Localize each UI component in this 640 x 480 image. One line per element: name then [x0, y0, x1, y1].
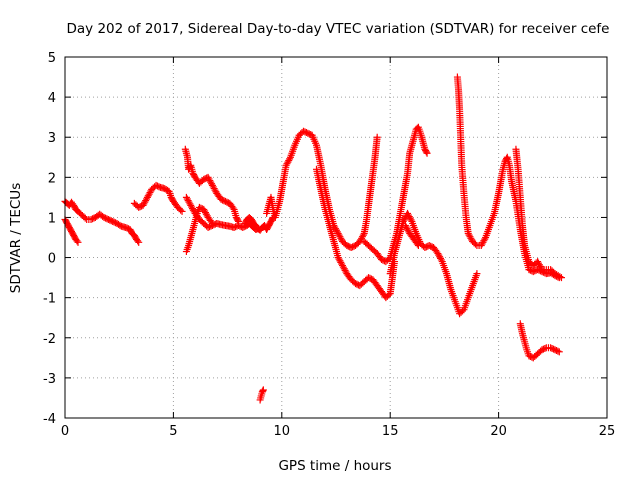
- y-tick-label: -2: [43, 332, 56, 347]
- data-point: [422, 148, 430, 156]
- series-arc-6: [182, 193, 277, 234]
- data-point: [414, 242, 422, 250]
- series-arc-7: [241, 213, 260, 229]
- series-arc-14: [453, 73, 563, 282]
- y-tick-label: -1: [43, 292, 56, 307]
- y-tick-label: 0: [48, 252, 56, 267]
- series-arc-12: [386, 209, 481, 318]
- series-arc-1: [61, 197, 143, 246]
- data-point: [437, 256, 445, 264]
- series-arc-15: [512, 145, 565, 282]
- data-point: [556, 273, 564, 281]
- plot-frame: [64, 56, 608, 419]
- data-point: [74, 238, 82, 246]
- y-tick-label: 5: [48, 51, 56, 66]
- y-tick-label: 2: [48, 171, 56, 186]
- y-axis-label: SDTVAR / TECUs: [8, 183, 24, 293]
- data-point: [178, 207, 186, 215]
- x-tick-label: 15: [382, 424, 399, 439]
- data-point: [471, 240, 479, 248]
- data-point: [229, 204, 237, 212]
- x-tick-label: 0: [61, 424, 69, 439]
- data-point: [537, 264, 545, 272]
- grid: [65, 57, 607, 418]
- data-point: [557, 274, 565, 282]
- data-points: [61, 73, 565, 404]
- data-point: [81, 214, 89, 222]
- data-point: [554, 347, 562, 355]
- data-point: [251, 220, 259, 228]
- data-point: [541, 344, 549, 352]
- y-tick-label: 4: [48, 91, 56, 106]
- series-arc-3: [130, 181, 186, 215]
- axis-tick-labels: 0 5 10 15 20 25 -4 -3 -2 -1 0 1 2 3 4 5: [43, 51, 615, 439]
- series-arc-4: [181, 145, 242, 225]
- series-arc-11: [360, 123, 431, 266]
- series-arc-16: [516, 320, 563, 362]
- series-arc-10: [312, 165, 399, 302]
- data-point: [259, 386, 267, 394]
- data-point: [73, 237, 81, 245]
- series-arc-2: [61, 215, 82, 246]
- data-point: [177, 206, 185, 214]
- data-point: [385, 291, 393, 299]
- x-tick-label: 20: [490, 424, 507, 439]
- data-point: [481, 235, 489, 243]
- y-tick-label: -3: [43, 372, 56, 387]
- data-point: [407, 216, 415, 224]
- data-point: [252, 221, 260, 229]
- data-point: [373, 133, 381, 141]
- series-arc-13: [401, 221, 422, 250]
- y-tick-label: -4: [43, 412, 56, 427]
- data-point: [359, 231, 367, 239]
- data-point: [135, 238, 143, 246]
- data-point: [286, 155, 294, 163]
- data-point: [134, 237, 142, 245]
- x-axis-label: GPS time / hours: [278, 458, 391, 474]
- y-tick-label: 3: [48, 131, 56, 146]
- series-arc-9: [263, 127, 381, 252]
- x-tick-label: 25: [599, 424, 616, 439]
- data-point: [234, 216, 242, 224]
- data-point: [423, 149, 431, 157]
- data-point: [473, 270, 481, 278]
- data-point: [555, 348, 563, 356]
- x-tick-label: 10: [274, 424, 291, 439]
- x-tick-label: 5: [169, 424, 177, 439]
- data-point: [413, 240, 421, 248]
- y-tick-label: 1: [48, 211, 56, 226]
- chart-title: Day 202 of 2017, Sidereal Day-to-day VTE…: [67, 21, 610, 37]
- series-arc-8: [256, 386, 267, 404]
